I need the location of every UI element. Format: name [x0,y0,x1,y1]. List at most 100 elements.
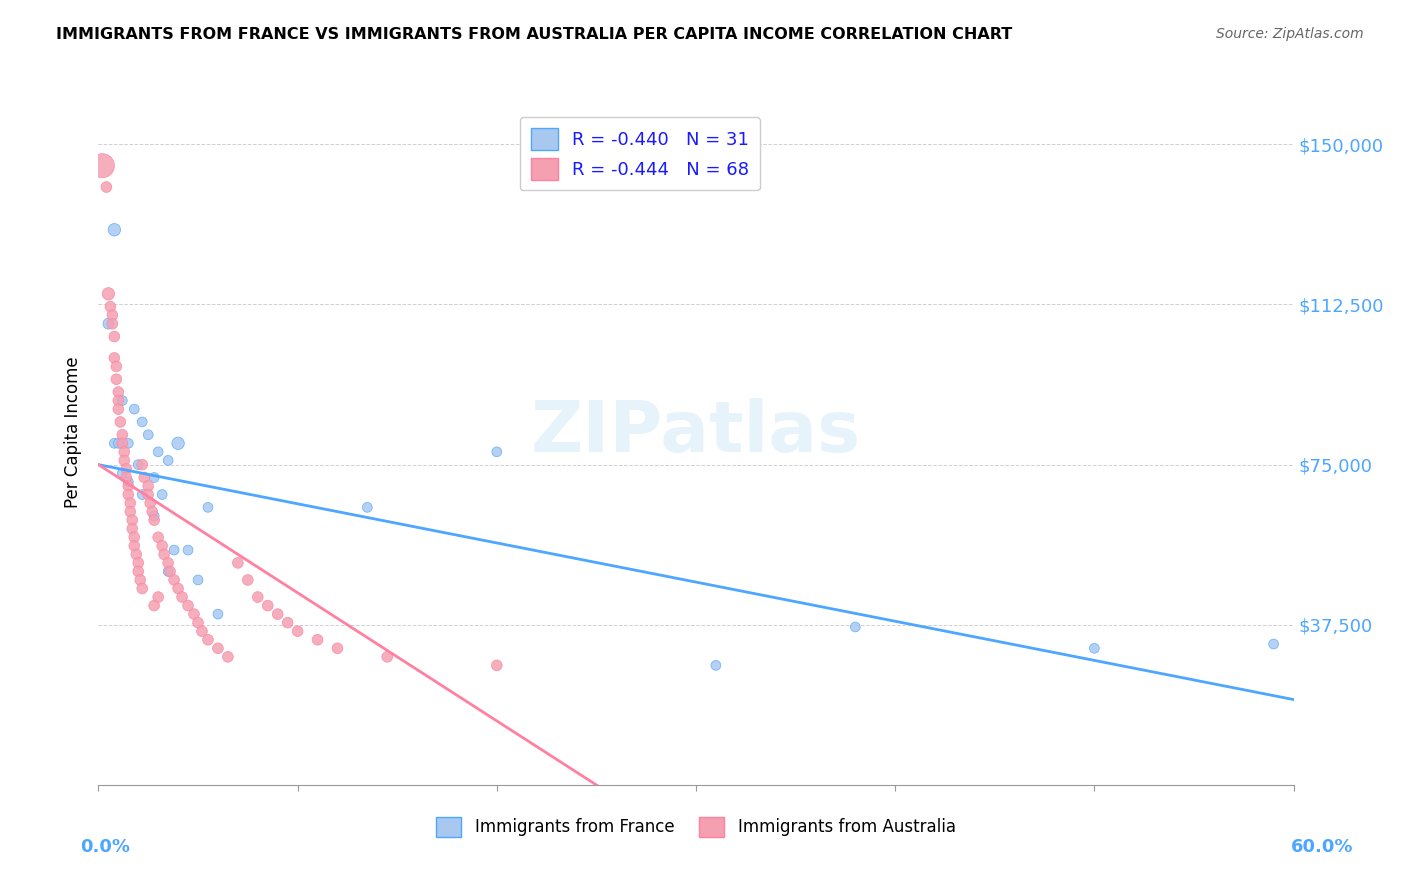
Point [131,458,153,472]
Point [148,445,170,459]
Point [172,590,194,604]
Y-axis label: Per Capita Income: Per Capita Income [65,357,83,508]
Point [150,487,173,501]
Point [153,547,176,561]
Point [167,436,190,450]
Point [157,556,180,570]
Point [107,436,129,450]
Point [704,658,727,673]
Point [124,402,146,417]
Point [131,487,153,501]
Point [143,513,166,527]
Point [136,427,159,442]
Point [96,180,118,194]
Point [197,500,219,515]
Point [101,308,124,322]
Point [117,436,139,450]
Point [143,508,166,523]
Point [98,300,122,314]
Point [159,565,181,579]
Point [103,351,125,365]
Point [131,415,153,429]
Point [111,393,134,408]
Point [217,649,239,664]
Point [117,487,139,501]
Point [236,573,259,587]
Point [127,556,149,570]
Point [177,599,200,613]
Point [187,615,209,630]
Point [91,159,114,173]
Point [163,543,186,558]
Point [112,453,135,467]
Point [485,658,508,673]
Point [267,607,290,621]
Point [117,475,139,489]
Point [143,599,166,613]
Point [120,505,142,519]
Point [148,590,170,604]
Point [111,436,134,450]
Point [191,624,214,639]
Text: ZIPatlas: ZIPatlas [531,398,860,467]
Point [111,466,134,480]
Point [105,372,128,386]
Point [844,620,866,634]
Point [129,573,152,587]
Point [134,470,156,484]
Point [121,513,143,527]
Point [287,624,309,639]
Text: 60.0%: 60.0% [1291,838,1353,856]
Point [120,496,142,510]
Point [139,496,162,510]
Point [127,565,149,579]
Point [187,573,209,587]
Point [163,573,186,587]
Point [150,539,173,553]
Point [375,649,398,664]
Point [124,530,146,544]
Text: IMMIGRANTS FROM FRANCE VS IMMIGRANTS FROM AUSTRALIA PER CAPITA INCOME CORRELATIO: IMMIGRANTS FROM FRANCE VS IMMIGRANTS FRO… [56,27,1012,42]
Point [207,607,229,621]
Point [136,479,159,493]
Point [112,445,135,459]
Text: Source: ZipAtlas.com: Source: ZipAtlas.com [1216,27,1364,41]
Point [107,385,129,400]
Point [177,543,200,558]
Point [105,359,128,374]
Point [97,286,120,301]
Point [307,632,329,647]
Point [148,530,170,544]
Point [326,641,349,656]
Point [97,317,120,331]
Point [1083,641,1105,656]
Point [121,522,143,536]
Point [485,445,508,459]
Point [110,415,132,429]
Text: 0.0%: 0.0% [80,838,131,856]
Point [167,582,190,596]
Point [124,539,146,553]
Point [157,453,180,467]
Point [246,590,269,604]
Point [125,547,148,561]
Point [157,565,180,579]
Point [183,607,205,621]
Point [127,458,149,472]
Point [356,500,378,515]
Point [143,470,166,484]
Point [103,436,125,450]
Point [101,317,124,331]
Point [197,632,219,647]
Point [107,402,129,417]
Point [115,462,138,476]
Point [103,329,125,343]
Point [1263,637,1285,651]
Point [115,470,138,484]
Point [131,582,153,596]
Point [207,641,229,656]
Point [141,505,163,519]
Point [107,393,129,408]
Point [111,427,134,442]
Point [136,487,159,501]
